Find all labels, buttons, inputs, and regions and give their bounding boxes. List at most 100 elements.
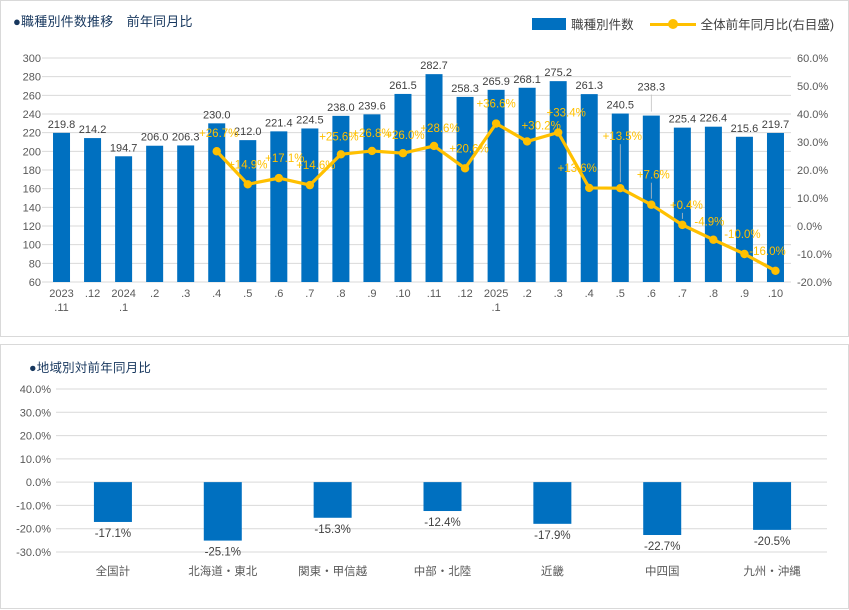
x-axis-label: .10 [768, 288, 783, 300]
y-axis-tick-label: -10.0% [16, 500, 51, 512]
y-axis-tick-label: 10.0% [20, 454, 51, 466]
left-axis-tick-label: 180 [23, 165, 41, 177]
line-value-label: +13.5% [603, 131, 642, 143]
bar-value-label: -12.4% [424, 517, 460, 529]
line-swatch-marker [667, 18, 678, 29]
line-marker [740, 249, 749, 259]
bar-value-label: 240.5 [607, 100, 635, 112]
right-axis-tick-label: 60.0% [797, 53, 828, 65]
bar [313, 482, 352, 518]
x-axis-label: 九州・沖縄 [743, 564, 801, 578]
bar [735, 136, 753, 282]
line-marker [336, 150, 346, 159]
bar-series-swatch-icon [532, 17, 567, 30]
left-axis-tick-label: 60 [29, 277, 41, 289]
bar-value-label: 268.1 [513, 74, 541, 86]
y-axis-tick-label: 20.0% [20, 431, 51, 443]
x-axis-label: .3 [181, 288, 190, 300]
bar-value-label: -22.7% [644, 541, 680, 553]
bar-value-label: -15.3% [314, 524, 350, 536]
right-axis-tick-label: -10.0% [797, 249, 832, 261]
bar-value-label: 265.9 [482, 76, 510, 88]
bar-value-label: 261.3 [575, 80, 603, 92]
line-value-label: +36.6% [476, 99, 515, 111]
bar-value-label: 258.3 [451, 83, 479, 95]
legend-bar-label: 職種別件数 [571, 18, 634, 32]
gridlines: 40.0% 30.0% 20.0% 10.0% 0.0% -10.0% -20.0% -30.… [16, 384, 827, 559]
bar-value-label: 215.6 [731, 123, 759, 135]
right-axis-tick-label: -20.0% [797, 277, 832, 289]
line-marker [398, 149, 408, 158]
x-axis-label: 2024 [111, 288, 135, 300]
line-value-label: +25.6% [319, 131, 358, 143]
left-axis-tick-label: 260 [23, 90, 41, 102]
bar-value-label: 282.7 [420, 60, 448, 72]
x-axis-label: .5 [243, 288, 252, 300]
gridlines: 60 80 100 120 140 160 180 200 220 240 260 280 300 60.… [23, 53, 832, 289]
line-value-label: +28.6% [420, 123, 459, 135]
x-axis-label: .1 [492, 302, 501, 314]
line-value-label: +17.1% [265, 153, 304, 165]
panel-region-yoy: ●地域別対前年同月比 40.0% 30.0% 20.0% 10.0% 0.0% -10.0… [0, 344, 849, 609]
line-value-label: +26.7% [199, 128, 238, 140]
line-marker [771, 266, 780, 275]
bar [643, 482, 682, 536]
x-axis-label: 2025 [484, 288, 508, 300]
bar [673, 127, 691, 282]
x-axis-label: 全国計 [96, 564, 131, 578]
bar-value-label: 194.7 [110, 142, 138, 154]
y-axis-tick-label: 30.0% [20, 407, 51, 419]
x-axis-label: .6 [274, 288, 283, 300]
bar [146, 145, 164, 282]
top-chart-legend: 職種別件数 全体前年同月比(右目盛) [532, 14, 834, 33]
bar-value-label: 238.0 [327, 102, 355, 114]
x-axis-label: 北海道・東北 [188, 564, 257, 578]
line-marker [212, 147, 221, 156]
bottom-chart-title: ●地域別対前年同月比 [29, 361, 152, 375]
bar-value-label: 226.4 [700, 113, 728, 125]
bar [203, 482, 242, 541]
x-axis-label: 中部・北陸 [414, 564, 472, 578]
line-value-label: +33.4% [547, 107, 586, 119]
x-axis-label: .8 [709, 288, 718, 300]
left-axis-tick-label: 280 [23, 72, 41, 84]
bar-value-label: 238.3 [638, 82, 666, 94]
top-chart-title: ●職種別件数推移 前年同月比 [13, 14, 193, 29]
bar-value-label: 212.0 [234, 126, 262, 138]
line-marker [616, 184, 625, 193]
x-axis-label: 関東・甲信越 [298, 564, 367, 578]
bar-value-label: 261.5 [389, 80, 417, 92]
x-axis-labels: 全国計 北海道・東北 関東・甲信越 中部・北陸 近畿 中四国 九州・沖縄 [96, 564, 802, 578]
line-marker [305, 180, 315, 190]
x-axis-label: .12 [457, 288, 472, 300]
line-value-label: -10.0% [724, 229, 760, 241]
x-axis-label: .1 [119, 302, 128, 314]
line-marker [491, 119, 501, 128]
line-marker [429, 141, 439, 151]
bar-value-label: -20.5% [754, 536, 790, 548]
line-marker [647, 200, 656, 209]
x-axis-label: .12 [85, 288, 100, 300]
bar [766, 132, 784, 282]
right-axis-tick-label: 50.0% [797, 81, 828, 93]
right-axis-tick-label: 30.0% [797, 137, 828, 149]
left-axis-tick-label: 220 [23, 128, 41, 140]
x-axis-label: .9 [740, 288, 749, 300]
line-marker [274, 173, 284, 183]
bar-value-label: 206.0 [141, 132, 169, 144]
x-axis-label: .11 [427, 288, 441, 300]
bar [533, 482, 572, 524]
bar [487, 89, 505, 283]
y-axis-tick-label: 0.0% [26, 477, 51, 489]
bar-value-label: 224.5 [296, 114, 324, 126]
line-marker [709, 235, 718, 244]
line-marker [553, 128, 563, 137]
right-axis-tick-label: 0.0% [797, 221, 822, 233]
right-axis-tick-label: 10.0% [797, 193, 828, 205]
legend-line-label: 全体前年同月比(右目盛) [700, 18, 834, 32]
right-axis-tick-label: 40.0% [797, 109, 828, 121]
line-value-label: +13.6% [558, 163, 597, 175]
bar [208, 123, 226, 282]
legend-item-line: 全体前年同月比(右目盛) [649, 14, 834, 33]
